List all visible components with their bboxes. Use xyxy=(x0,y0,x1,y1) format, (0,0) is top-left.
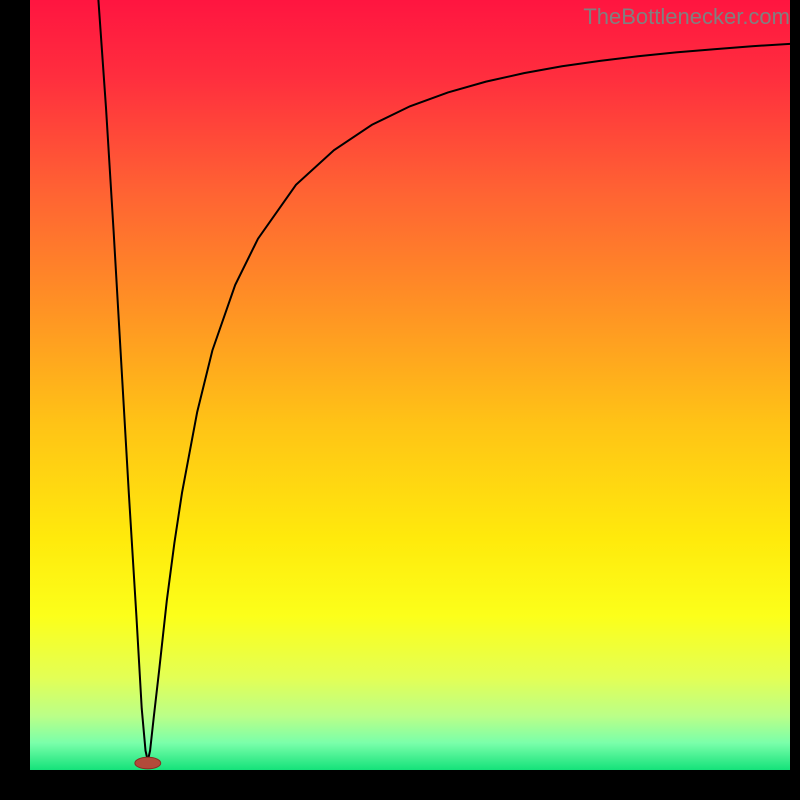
gradient-background xyxy=(30,0,790,770)
plot-area xyxy=(30,0,790,770)
chart-frame: TheBottlenecker.com xyxy=(0,0,800,800)
plot-svg xyxy=(30,0,790,770)
optimal-point-marker xyxy=(135,757,161,769)
watermark-text: TheBottlenecker.com xyxy=(583,4,790,30)
